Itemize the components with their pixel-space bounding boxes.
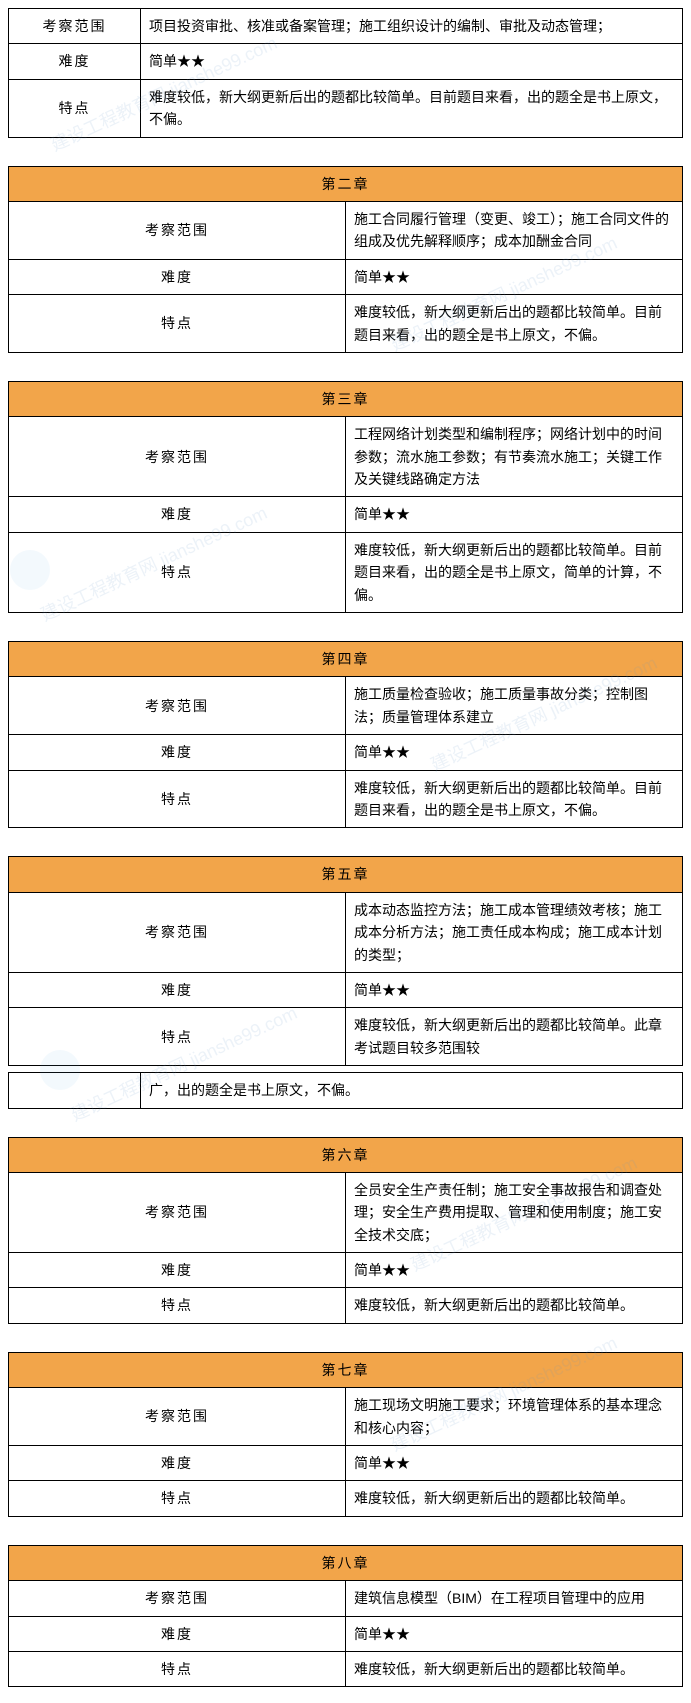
table-row: 特点 难度较低，新大纲更新后出的题都比较简单。此章考试题目较多范围较 (9, 1008, 683, 1066)
chapter-table-1: 考察范围 项目投资审批、核准或备案管理；施工组织设计的编制、审批及动态管理； 难… (8, 8, 683, 138)
table-header-row: 第七章 (9, 1352, 683, 1387)
scope-content: 成本动态监控方法；施工成本管理绩效考核；施工成本分析方法；施工责任成本构成；施工… (346, 892, 683, 972)
scope-label: 考察范围 (9, 1172, 346, 1252)
table-header-row: 第二章 (9, 166, 683, 201)
scope-label: 考察范围 (9, 1581, 346, 1616)
table-row: 考察范围 建筑信息模型（BIM）在工程项目管理中的应用 (9, 1581, 683, 1616)
table-row: 考察范围 施工合同履行管理（变更、竣工）；施工合同文件的组成及优先解释顺序；成本… (9, 201, 683, 259)
chapter-title: 第二章 (9, 166, 683, 201)
difficulty-label: 难度 (9, 735, 346, 770)
table-row: 特点 难度较低，新大纲更新后出的题都比较简单。目前题目来看，出的题全是书上原文，… (9, 295, 683, 353)
difficulty-label: 难度 (9, 1253, 346, 1288)
scope-content: 施工现场文明施工要求；环境管理体系的基本理念和核心内容； (346, 1388, 683, 1446)
difficulty-content: 简单★★ (346, 1616, 683, 1651)
feature-content: 难度较低，新大纲更新后出的题都比较简单。 (346, 1288, 683, 1323)
scope-label: 考察范围 (9, 892, 346, 972)
feature-label: 特点 (9, 1651, 346, 1686)
difficulty-label: 难度 (9, 44, 141, 79)
chapter-table-3: 第三章 考察范围 工程网络计划类型和编制程序；网络计划中的时间参数；流水施工参数… (8, 381, 683, 613)
feature-content: 难度较低，新大纲更新后出的题都比较简单。目前题目来看，出的题全是书上原文，不偏。 (141, 79, 683, 137)
scope-label: 考察范围 (9, 1388, 346, 1446)
feature-label: 特点 (9, 532, 346, 612)
feature-content: 难度较低，新大纲更新后出的题都比较简单。目前题目来看，出的题全是书上原文，简单的… (346, 532, 683, 612)
scope-content: 全员安全生产责任制；施工安全事故报告和调查处理；安全生产费用提取、管理和使用制度… (346, 1172, 683, 1252)
feature-content: 难度较低，新大纲更新后出的题都比较简单。 (346, 1481, 683, 1516)
feature-label: 特点 (9, 79, 141, 137)
scope-content: 项目投资审批、核准或备案管理；施工组织设计的编制、审批及动态管理； (141, 9, 683, 44)
table-row: 考察范围 成本动态监控方法；施工成本管理绩效考核；施工成本分析方法；施工责任成本… (9, 892, 683, 972)
scope-content: 施工合同履行管理（变更、竣工）；施工合同文件的组成及优先解释顺序；成本加酬金合同 (346, 201, 683, 259)
difficulty-content: 简单★★ (346, 972, 683, 1007)
table-header-row: 第三章 (9, 381, 683, 416)
feature-label: 特点 (9, 1008, 346, 1066)
feature-label: 特点 (9, 1288, 346, 1323)
scope-label: 考察范围 (9, 9, 141, 44)
feature-content: 难度较低，新大纲更新后出的题都比较简单。目前题目来看，出的题全是书上原文，不偏。 (346, 770, 683, 828)
difficulty-label: 难度 (9, 972, 346, 1007)
difficulty-content: 简单★★ (346, 259, 683, 294)
table-row: 特点 难度较低，新大纲更新后出的题都比较简单。目前题目来看，出的题全是书上原文，… (9, 770, 683, 828)
scope-content: 施工质量检查验收；施工质量事故分类；控制图法；质量管理体系建立 (346, 677, 683, 735)
table-row: 难度 简单★★ (9, 735, 683, 770)
chapter-title: 第三章 (9, 381, 683, 416)
chapter-table-6: 第六章 考察范围 全员安全生产责任制；施工安全事故报告和调查处理；安全生产费用提… (8, 1137, 683, 1324)
feature-content: 难度较低，新大纲更新后出的题都比较简单。 (346, 1651, 683, 1686)
difficulty-content: 简单★★ (346, 497, 683, 532)
scope-label: 考察范围 (9, 417, 346, 497)
difficulty-label: 难度 (9, 1616, 346, 1651)
table-row: 考察范围 施工现场文明施工要求；环境管理体系的基本理念和核心内容； (9, 1388, 683, 1446)
feature-label-empty (9, 1073, 141, 1108)
chapter-title: 第四章 (9, 642, 683, 677)
table-row: 考察范围 施工质量检查验收；施工质量事故分类；控制图法；质量管理体系建立 (9, 677, 683, 735)
chapter-table-2: 第二章 考察范围 施工合同履行管理（变更、竣工）；施工合同文件的组成及优先解释顺… (8, 166, 683, 353)
difficulty-content: 简单★★ (346, 735, 683, 770)
chapter-table-7: 第七章 考察范围 施工现场文明施工要求；环境管理体系的基本理念和核心内容； 难度… (8, 1352, 683, 1517)
table-row: 特点 难度较低，新大纲更新后出的题都比较简单。 (9, 1651, 683, 1686)
chapter-table-4: 第四章 考察范围 施工质量检查验收；施工质量事故分类；控制图法；质量管理体系建立… (8, 641, 683, 828)
feature-content-cont: 广，出的题全是书上原文，不偏。 (141, 1073, 683, 1108)
difficulty-content: 简单★★ (141, 44, 683, 79)
difficulty-label: 难度 (9, 259, 346, 294)
scope-content: 工程网络计划类型和编制程序；网络计划中的时间参数；流水施工参数；有节奏流水施工；… (346, 417, 683, 497)
table-header-row: 第六章 (9, 1137, 683, 1172)
table-row: 难度 简单★★ (9, 1616, 683, 1651)
feature-label: 特点 (9, 295, 346, 353)
chapter-title: 第七章 (9, 1352, 683, 1387)
table-row: 特点 难度较低，新大纲更新后出的题都比较简单。 (9, 1481, 683, 1516)
table-row: 难度 简单★★ (9, 259, 683, 294)
chapter-title: 第八章 (9, 1545, 683, 1580)
table-row: 考察范围 工程网络计划类型和编制程序；网络计划中的时间参数；流水施工参数；有节奏… (9, 417, 683, 497)
table-row: 难度 简单★★ (9, 1253, 683, 1288)
table-row: 难度 简单★★ (9, 44, 683, 79)
table-row: 考察范围 全员安全生产责任制；施工安全事故报告和调查处理；安全生产费用提取、管理… (9, 1172, 683, 1252)
difficulty-label: 难度 (9, 1446, 346, 1481)
chapter-table-5: 第五章 考察范围 成本动态监控方法；施工成本管理绩效考核；施工成本分析方法；施工… (8, 856, 683, 1066)
table-header-row: 第八章 (9, 1545, 683, 1580)
table-row: 特点 难度较低，新大纲更新后出的题都比较简单。目前题目来看，出的题全是书上原文，… (9, 79, 683, 137)
scope-content: 建筑信息模型（BIM）在工程项目管理中的应用 (346, 1581, 683, 1616)
scope-label: 考察范围 (9, 201, 346, 259)
table-row: 考察范围 项目投资审批、核准或备案管理；施工组织设计的编制、审批及动态管理； (9, 9, 683, 44)
difficulty-content: 简单★★ (346, 1446, 683, 1481)
feature-label: 特点 (9, 1481, 346, 1516)
table-row: 特点 难度较低，新大纲更新后出的题都比较简单。 (9, 1288, 683, 1323)
feature-content: 难度较低，新大纲更新后出的题都比较简单。目前题目来看，出的题全是书上原文，不偏。 (346, 295, 683, 353)
table-row: 难度 简单★★ (9, 497, 683, 532)
difficulty-label: 难度 (9, 497, 346, 532)
table-header-row: 第四章 (9, 642, 683, 677)
table-row: 难度 简单★★ (9, 972, 683, 1007)
chapter-title: 第六章 (9, 1137, 683, 1172)
feature-content: 难度较低，新大纲更新后出的题都比较简单。此章考试题目较多范围较 (346, 1008, 683, 1066)
chapter-table-5-cont: 广，出的题全是书上原文，不偏。 (8, 1072, 683, 1108)
scope-label: 考察范围 (9, 677, 346, 735)
chapter-table-8: 第八章 考察范围 建筑信息模型（BIM）在工程项目管理中的应用 难度 简单★★ … (8, 1545, 683, 1688)
difficulty-content: 简单★★ (346, 1253, 683, 1288)
table-row: 广，出的题全是书上原文，不偏。 (9, 1073, 683, 1108)
table-header-row: 第五章 (9, 857, 683, 892)
chapter-title: 第五章 (9, 857, 683, 892)
feature-label: 特点 (9, 770, 346, 828)
table-row: 特点 难度较低，新大纲更新后出的题都比较简单。目前题目来看，出的题全是书上原文，… (9, 532, 683, 612)
table-row: 难度 简单★★ (9, 1446, 683, 1481)
